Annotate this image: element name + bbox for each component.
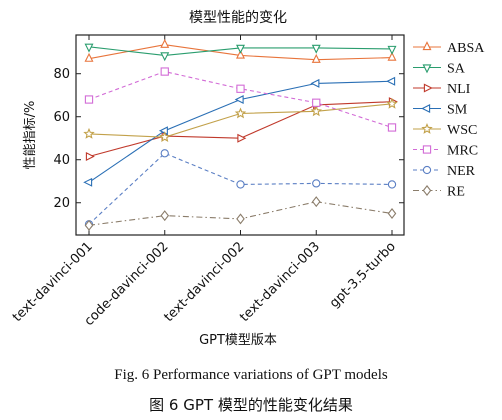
legend-label: SM [447,103,468,118]
data-point [386,97,398,109]
legend-marker [422,145,432,154]
x-tick-label: text-davinci-003 [237,239,323,325]
series-wsc [83,97,398,143]
legend-label: NLI [447,82,471,97]
legend-item-re: RE [413,185,465,200]
legend-item-sm: SM [413,103,468,118]
legend-marker [421,104,431,113]
y-axis: 20 40 60 80 [53,67,404,211]
series-line [88,70,393,128]
data-point [387,51,397,61]
data-point [83,177,93,187]
series-re [84,196,397,231]
legend-marker [422,41,432,51]
data-point [158,126,168,136]
figure-caption-chinese: 图 6 GPT 模型的性能变化结果 [149,396,353,414]
data-point [311,44,321,54]
data-point [85,152,95,161]
series-sa [84,43,397,62]
legend-item-absa: ABSA [413,41,485,56]
series-nli [85,97,398,161]
data-point [160,52,170,62]
data-point [236,180,245,189]
data-point [236,44,245,54]
legend-marker [421,122,433,134]
data-point [160,38,170,48]
data-point [84,43,94,53]
data-point [236,49,245,59]
data-point [160,210,170,222]
data-point [387,180,397,189]
data-point [234,95,244,105]
legend-item-mrc: MRC [413,144,478,159]
data-point [311,53,321,63]
data-point [387,208,397,219]
series-layer [83,38,398,231]
legend-label: NER [447,164,476,179]
legend-item-ner: NER [413,164,476,179]
legend: ABSA SA NLI SM WSC MRC NER RE [413,41,485,200]
x-tick-label: code-davinci-002 [82,239,172,329]
data-point [387,45,397,55]
y-tick-label: 20 [53,196,70,211]
y-tick-label: 40 [53,153,70,168]
data-point [236,213,245,225]
x-tick-label: gpt-3.5-turbo [327,239,399,311]
data-point [84,95,94,104]
line-chart: 模型性能的变化 20 40 60 80 text-davinci-001code-da… [10,10,485,348]
data-point [236,84,245,93]
data-point [160,149,169,158]
data-point [159,131,171,143]
legend-marker [422,64,432,74]
legend-label: ABSA [447,41,485,56]
y-tick-label: 60 [53,110,70,125]
data-point [310,78,320,88]
data-point [310,105,322,117]
y-axis-label: 性能指标/% [23,101,38,170]
data-point [237,133,247,143]
data-point [311,196,321,208]
data-point [312,98,321,107]
data-point [234,107,247,119]
x-tick-label: text-davinci-001 [10,239,96,325]
data-point [83,127,95,139]
data-point [387,123,397,132]
x-tick-label: text-davinci-002 [162,239,248,325]
legend-marker [422,185,432,196]
data-point [386,76,396,86]
legend-label: RE [447,185,465,200]
data-point [312,179,321,188]
legend-item-wsc: WSC [413,122,477,138]
legend-marker [423,83,433,93]
legend-item-nli: NLI [413,82,471,97]
chart-title: 模型性能的变化 [189,10,287,26]
series-sm [83,76,396,187]
x-axis-label: GPT模型版本 [199,333,277,348]
y-tick-label: 80 [53,67,70,82]
legend-label: WSC [447,123,477,138]
legend-label: MRC [447,144,478,159]
data-point [84,219,94,231]
series-absa [84,38,397,63]
series-line [88,80,393,183]
data-point [160,67,169,76]
legend-label: SA [447,62,466,77]
legend-marker [422,165,432,175]
series-mrc [84,67,397,132]
data-point [84,52,94,62]
figure-caption-english: Fig. 6 Performance variations of GPT mod… [114,367,388,383]
legend-item-sa: SA [413,62,466,77]
